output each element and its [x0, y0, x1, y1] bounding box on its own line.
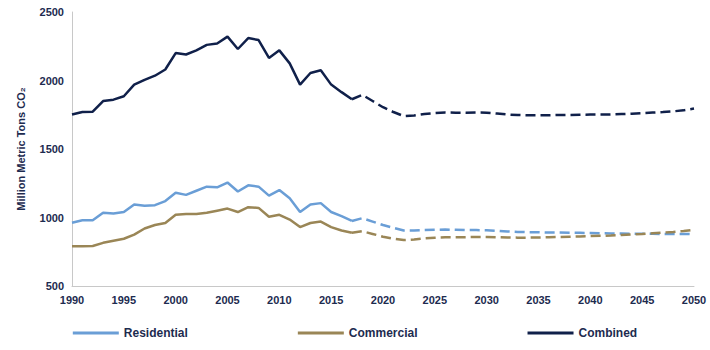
svg-text:500: 500: [46, 280, 64, 292]
svg-text:2000: 2000: [40, 75, 64, 87]
svg-text:Residential: Residential: [124, 326, 188, 340]
svg-text:2015: 2015: [319, 294, 343, 306]
svg-text:1500: 1500: [40, 143, 64, 155]
svg-text:2040: 2040: [578, 294, 602, 306]
svg-text:Million Metric Tons CO₂: Million Metric Tons CO₂: [15, 87, 27, 210]
svg-text:2035: 2035: [526, 294, 550, 306]
svg-text:2005: 2005: [215, 294, 239, 306]
svg-text:2045: 2045: [630, 294, 654, 306]
svg-text:1995: 1995: [112, 294, 136, 306]
svg-text:Combined: Combined: [579, 326, 638, 340]
svg-text:2050: 2050: [682, 294, 706, 306]
svg-text:1990: 1990: [60, 294, 84, 306]
svg-text:Commercial: Commercial: [349, 326, 418, 340]
svg-text:2030: 2030: [474, 294, 498, 306]
svg-text:2025: 2025: [423, 294, 447, 306]
svg-text:2010: 2010: [267, 294, 291, 306]
svg-text:1000: 1000: [40, 212, 64, 224]
svg-text:2500: 2500: [40, 6, 64, 18]
svg-text:2020: 2020: [371, 294, 395, 306]
svg-text:2000: 2000: [163, 294, 187, 306]
